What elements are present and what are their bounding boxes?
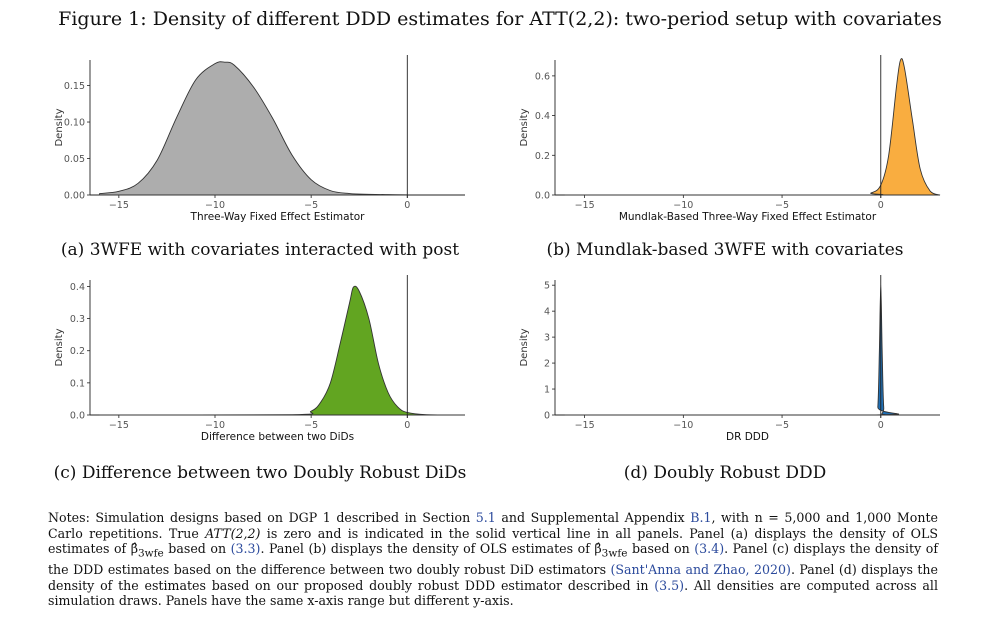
notes-text: . Panel (d) displays the density of the … [48, 562, 938, 593]
beta-subscript: 3wfe [138, 547, 164, 560]
x-tick-label: −10 [205, 420, 225, 431]
y-tick-label: 0.6 [535, 71, 550, 82]
notes-text: . Panel (c) displays the density of the … [48, 541, 938, 578]
att-math: ATT(2,2) [205, 525, 261, 541]
x-tick-label: 0 [404, 200, 410, 211]
density-area [99, 285, 466, 416]
y-tick-label: 0.2 [535, 151, 550, 162]
density-area [564, 58, 941, 196]
figure-notes: Notes: Simulation designs based on DGP 1… [48, 510, 938, 609]
notes-text: . All densities are computed across all … [48, 577, 938, 609]
equation-link[interactable]: (3.5) [654, 577, 685, 593]
panel-d-density-chart: 0 1 2 3 4 5 −15 −10 −5 0 DR DDD Density [519, 275, 940, 443]
y-tick-label: 0.00 [64, 191, 85, 202]
x-axis-label: Mundlak-Based Three-Way Fixed Effect Est… [619, 211, 877, 223]
beta-subscript: 3wfe [601, 547, 628, 560]
y-tick-label: 5 [544, 281, 550, 292]
y-tick-label: 4 [544, 307, 550, 318]
y-tick-label: 0.05 [64, 154, 85, 165]
y-axis-label: Density [54, 328, 65, 366]
y-tick-label: 2 [544, 359, 550, 370]
equation-link[interactable]: (3.3) [230, 541, 261, 556]
y-tick-label: 0.10 [64, 118, 85, 129]
y-tick-label: 0.1 [70, 378, 85, 389]
notes-text: based on [627, 541, 695, 556]
density-area [564, 284, 940, 416]
x-tick-label: −10 [673, 200, 693, 211]
appendix-link[interactable]: B.1 [690, 510, 712, 525]
panel-d-caption: (d) Doubly Robust DDD [623, 463, 827, 483]
notes-text: and Supplemental Appendix [495, 510, 691, 525]
x-tick-label: −10 [673, 420, 693, 431]
panel-b-caption: (b) Mundlak-based 3WFE with covariates [546, 240, 904, 260]
x-tick-label: −5 [775, 200, 789, 211]
notes-text: . Panel (b) displays the density of OLS … [260, 541, 602, 556]
x-tick-label: −5 [775, 420, 789, 431]
x-tick-label: −5 [304, 420, 318, 431]
panel-c-density-chart: 0.0 0.1 0.2 0.3 0.4 −15 −10 −5 0 Difference betwe… [54, 275, 466, 443]
y-axis-label: Density [54, 108, 65, 146]
x-axis-label: DR DDD [726, 431, 769, 443]
equation-link[interactable]: (3.4) [694, 541, 725, 556]
x-tick-label: −15 [109, 420, 129, 431]
x-tick-label: −10 [205, 200, 225, 211]
y-tick-label: 1 [544, 385, 550, 396]
x-tick-label: −15 [109, 200, 129, 211]
y-tick-label: 0.4 [535, 111, 550, 122]
y-axis-label: Density [519, 108, 530, 146]
y-axis-label: Density [519, 328, 530, 366]
y-tick-label: 0.0 [70, 411, 85, 422]
y-tick-label: 0 [544, 411, 550, 422]
notes-text: based on [163, 541, 231, 556]
y-tick-label: 0.2 [70, 346, 85, 357]
x-tick-label: −15 [575, 200, 595, 211]
x-tick-label: 0 [878, 200, 884, 211]
y-tick-label: 0.4 [70, 282, 85, 293]
x-tick-label: −5 [304, 200, 318, 211]
y-tick-label: 0.3 [70, 314, 85, 325]
panel-a-caption: (a) 3WFE with covariates interacted with… [60, 240, 460, 260]
y-tick-label: 0.15 [64, 81, 85, 92]
notes-text: Notes: Simulation designs based on DGP 1… [48, 510, 476, 525]
notes-text: is zero and is indicated in the solid ve… [48, 525, 939, 557]
figure-title: Figure 1: Density of different DDD estim… [58, 8, 942, 30]
panel-a-density-chart: 0.00 0.05 0.10 0.15 −15 −10 −5 0 Three-Way Fixed… [54, 55, 465, 223]
citation-link[interactable]: (Sant'Anna and Zhao, 2020) [610, 562, 791, 578]
y-tick-label: 3 [544, 333, 550, 344]
panel-c-caption: (c) Difference between two Doubly Robust… [53, 463, 467, 483]
notes-text: , with n = 5,000 and 1,000 Monte Carlo r… [48, 510, 938, 541]
section-link[interactable]: 5.1 [475, 510, 496, 525]
x-axis-label: Three-Way Fixed Effect Estimator [190, 211, 366, 223]
x-tick-label: −15 [575, 420, 595, 431]
x-tick-label: 0 [404, 420, 410, 431]
density-area [99, 61, 408, 196]
x-tick-label: 0 [878, 420, 884, 431]
y-tick-label: 0.0 [535, 191, 550, 202]
x-axis-label: Difference between two DiDs [201, 431, 354, 443]
